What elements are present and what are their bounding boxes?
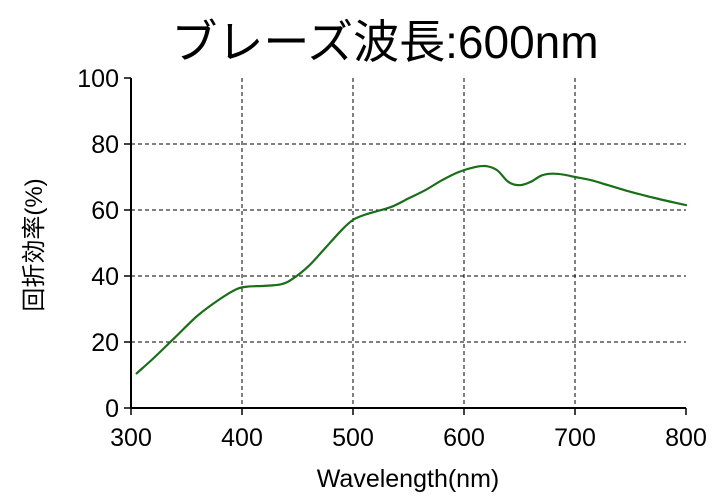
x-tick-label: 400: [221, 424, 263, 452]
x-tick-label: 600: [443, 424, 485, 452]
x-tick-label: 800: [665, 424, 707, 452]
x-tick-label: 300: [110, 424, 152, 452]
series-layer: [135, 164, 688, 375]
y-axis-label: 回折効率(%): [21, 178, 48, 311]
y-tick-label: 100: [77, 65, 119, 93]
x-tick-label: 700: [554, 424, 596, 452]
grid-layer: [131, 78, 686, 408]
series-line-0: [135, 164, 688, 375]
y-tick-label: 80: [91, 131, 119, 159]
y-tick-label: 60: [91, 197, 119, 225]
y-tick-label: 0: [105, 395, 119, 423]
axes-layer: [124, 77, 687, 415]
chart-title: ブレーズ波長:600nm: [171, 16, 598, 68]
y-tick-label: 40: [91, 263, 119, 291]
tick-label-layer: 300 400 500 600 700 800 0 20 40 60 80 100: [77, 65, 707, 452]
x-axis-label: Wavelength(nm): [317, 465, 499, 493]
x-tick-label: 500: [332, 424, 374, 452]
y-tick-label: 20: [91, 329, 119, 357]
